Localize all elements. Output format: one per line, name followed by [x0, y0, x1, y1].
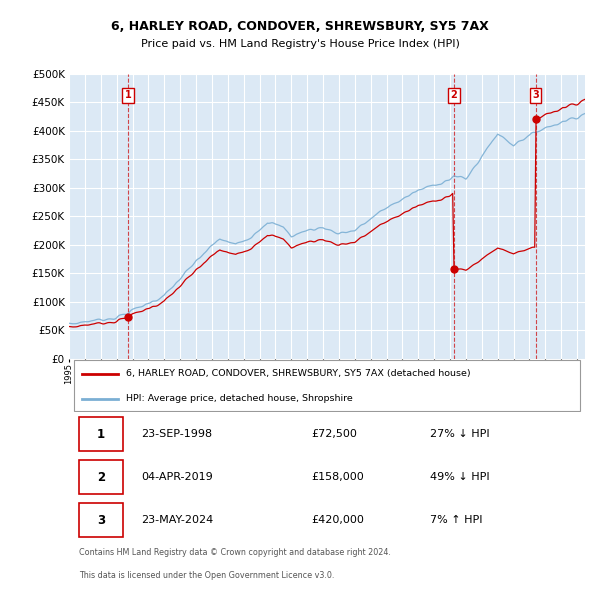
- Text: 27% ↓ HPI: 27% ↓ HPI: [430, 429, 490, 439]
- Text: 6, HARLEY ROAD, CONDOVER, SHREWSBURY, SY5 7AX (detached house): 6, HARLEY ROAD, CONDOVER, SHREWSBURY, SY…: [126, 369, 470, 378]
- Text: Contains HM Land Registry data © Crown copyright and database right 2024.: Contains HM Land Registry data © Crown c…: [79, 549, 391, 558]
- Text: 3: 3: [97, 514, 105, 527]
- FancyBboxPatch shape: [79, 503, 123, 537]
- Text: 2: 2: [451, 90, 457, 100]
- Text: 3: 3: [532, 90, 539, 100]
- Text: Price paid vs. HM Land Registry's House Price Index (HPI): Price paid vs. HM Land Registry's House …: [140, 40, 460, 49]
- Text: This data is licensed under the Open Government Licence v3.0.: This data is licensed under the Open Gov…: [79, 571, 335, 581]
- Text: £420,000: £420,000: [311, 516, 364, 525]
- Text: £72,500: £72,500: [311, 429, 358, 439]
- Text: 1: 1: [97, 428, 105, 441]
- Text: 1: 1: [125, 90, 131, 100]
- Text: 23-SEP-1998: 23-SEP-1998: [141, 429, 212, 439]
- Text: HPI: Average price, detached house, Shropshire: HPI: Average price, detached house, Shro…: [126, 394, 353, 403]
- FancyBboxPatch shape: [79, 417, 123, 451]
- Text: 04-APR-2019: 04-APR-2019: [141, 472, 213, 482]
- FancyBboxPatch shape: [74, 360, 580, 411]
- Text: 7% ↑ HPI: 7% ↑ HPI: [430, 516, 482, 525]
- Text: £158,000: £158,000: [311, 472, 364, 482]
- Text: 2: 2: [97, 471, 105, 484]
- FancyBboxPatch shape: [79, 460, 123, 494]
- Text: 49% ↓ HPI: 49% ↓ HPI: [430, 472, 490, 482]
- Text: 6, HARLEY ROAD, CONDOVER, SHREWSBURY, SY5 7AX: 6, HARLEY ROAD, CONDOVER, SHREWSBURY, SY…: [111, 20, 489, 33]
- Text: 23-MAY-2024: 23-MAY-2024: [141, 516, 214, 525]
